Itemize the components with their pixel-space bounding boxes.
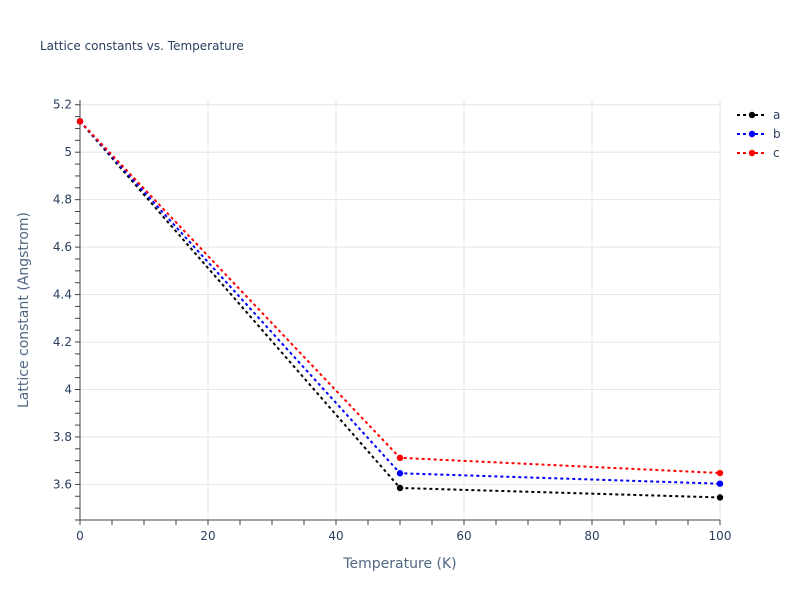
y-axis-title: Lattice constant (Angstrom) bbox=[16, 212, 32, 408]
y-tick-label: 4.2 bbox=[53, 335, 72, 349]
data-point-c bbox=[396, 454, 404, 462]
data-point-a bbox=[716, 494, 724, 501]
legend-label: a bbox=[773, 108, 780, 122]
legend[interactable]: abc bbox=[737, 108, 781, 160]
x-tick-label: 100 bbox=[709, 529, 732, 543]
series-line-a bbox=[79, 120, 721, 499]
data-point-b bbox=[716, 480, 724, 487]
y-tick-label: 5.2 bbox=[53, 98, 72, 112]
x-tick-label: 20 bbox=[200, 529, 215, 543]
data-point-a bbox=[396, 484, 404, 492]
y-tick-label: 3.6 bbox=[53, 477, 72, 491]
y-tick-label: 3.8 bbox=[53, 430, 72, 444]
x-tick-label: 80 bbox=[584, 529, 599, 543]
legend-label: c bbox=[773, 146, 780, 160]
grid bbox=[80, 100, 721, 520]
x-axis-title: Temperature (K) bbox=[342, 556, 456, 572]
legend-item-c[interactable]: c bbox=[737, 146, 780, 160]
y-tick-label: 4.6 bbox=[53, 240, 72, 254]
legend-swatch-marker bbox=[748, 130, 756, 138]
y-tick-label: 4 bbox=[64, 382, 72, 396]
x-tick-label: 60 bbox=[456, 529, 471, 543]
y-tick-label: 5 bbox=[64, 145, 72, 159]
legend-item-b[interactable]: b bbox=[737, 127, 781, 141]
x-tick-label: 40 bbox=[328, 529, 343, 543]
data-point-c bbox=[716, 469, 724, 477]
x-tick-label: 0 bbox=[76, 529, 84, 543]
series-line-b bbox=[79, 120, 721, 485]
axes: 0 20 40 60 80 100 3.6 3.8 4 4.2 4.4 4.6 4.8 5 5.2 bbox=[53, 98, 732, 543]
y-tick-label: 4.4 bbox=[53, 288, 72, 302]
data-point-c bbox=[76, 118, 84, 125]
legend-item-a[interactable]: a bbox=[737, 108, 780, 122]
legend-swatch-marker bbox=[748, 149, 756, 157]
series-line-c bbox=[79, 120, 721, 475]
legend-swatch-marker bbox=[748, 111, 756, 119]
legend-label: b bbox=[773, 127, 781, 141]
plot-series bbox=[76, 118, 724, 501]
data-point-b bbox=[396, 470, 404, 477]
chart-title: Lattice constants vs. Temperature bbox=[40, 39, 244, 53]
y-tick-label: 4.8 bbox=[53, 193, 72, 207]
